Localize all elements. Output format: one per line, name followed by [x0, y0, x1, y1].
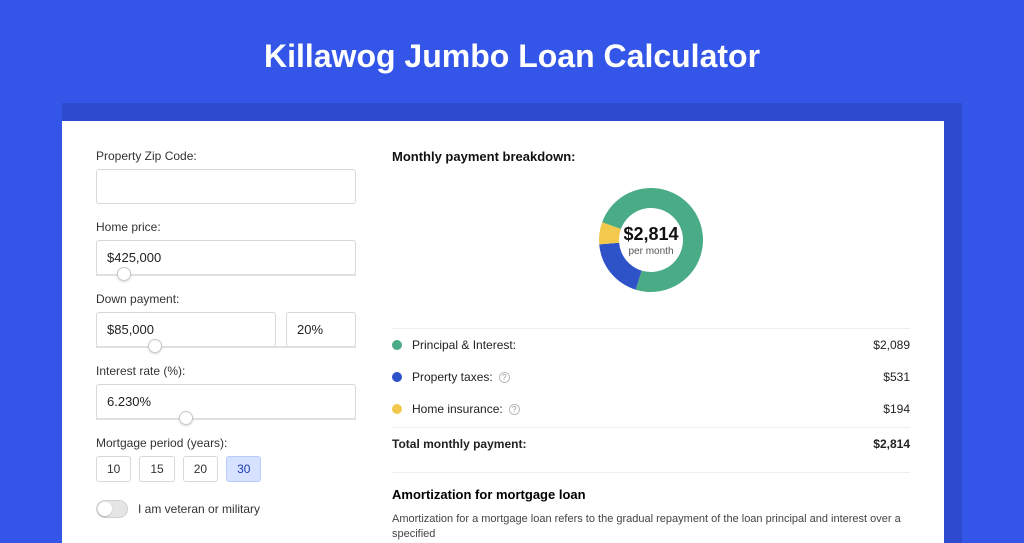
slider-thumb[interactable] — [148, 339, 162, 353]
home-price-slider[interactable] — [96, 274, 356, 276]
breakdown-value: $531 — [883, 370, 910, 384]
breakdown-row: Principal & Interest:$2,089 — [392, 329, 910, 361]
label-home-price: Home price: — [96, 220, 356, 234]
period-button-10[interactable]: 10 — [96, 456, 131, 482]
period-button-20[interactable]: 20 — [183, 456, 218, 482]
breakdown-label: Property taxes:? — [412, 370, 883, 384]
slider-thumb[interactable] — [117, 267, 131, 281]
donut-amount: $2,814 — [623, 224, 678, 244]
field-period: Mortgage period (years): 10 15 20 30 — [96, 436, 356, 482]
info-icon[interactable]: ? — [509, 404, 520, 415]
breakdown-label: Home insurance:? — [412, 402, 883, 416]
period-button-15[interactable]: 15 — [139, 456, 174, 482]
breakdown-total-row: Total monthly payment:$2,814 — [392, 427, 910, 460]
legend-dot — [392, 372, 402, 382]
interest-slider[interactable] — [96, 418, 356, 420]
breakdown-label: Principal & Interest: — [412, 338, 873, 352]
breakdown-list: Principal & Interest:$2,089Property taxe… — [392, 328, 910, 460]
amortization-section: Amortization for mortgage loan Amortizat… — [392, 472, 910, 543]
toggle-knob — [98, 502, 112, 516]
legend-dot — [392, 404, 402, 414]
donut-svg: $2,814 per month — [579, 178, 723, 302]
down-payment-slider[interactable] — [96, 346, 356, 348]
down-payment-input[interactable] — [96, 312, 276, 347]
zip-input[interactable] — [96, 169, 356, 204]
breakdown-value: $2,089 — [873, 338, 910, 352]
label-period: Mortgage period (years): — [96, 436, 356, 450]
interest-input[interactable] — [96, 384, 356, 419]
veteran-label: I am veteran or military — [138, 502, 260, 516]
down-payment-pct-input[interactable] — [286, 312, 356, 347]
label-down-payment: Down payment: — [96, 292, 356, 306]
panel-band: Property Zip Code: Home price: Down paym… — [62, 103, 962, 543]
breakdown-value: $194 — [883, 402, 910, 416]
field-down-payment: Down payment: — [96, 292, 356, 348]
label-interest: Interest rate (%): — [96, 364, 356, 378]
field-home-price: Home price: — [96, 220, 356, 276]
legend-dot — [392, 340, 402, 350]
period-options: 10 15 20 30 — [96, 456, 356, 482]
slider-thumb[interactable] — [179, 411, 193, 425]
page-title: Killawog Jumbo Loan Calculator — [0, 38, 1024, 75]
home-price-input[interactable] — [96, 240, 356, 275]
page-header: Killawog Jumbo Loan Calculator — [0, 0, 1024, 103]
form-column: Property Zip Code: Home price: Down paym… — [96, 149, 356, 543]
donut-chart: $2,814 per month — [392, 178, 910, 302]
info-icon[interactable]: ? — [499, 372, 510, 383]
period-button-30[interactable]: 30 — [226, 456, 261, 482]
total-value: $2,814 — [873, 437, 910, 451]
breakdown-title: Monthly payment breakdown: — [392, 149, 910, 164]
label-zip: Property Zip Code: — [96, 149, 356, 163]
amortization-text: Amortization for a mortgage loan refers … — [392, 512, 910, 543]
veteran-toggle[interactable] — [96, 500, 128, 518]
amortization-title: Amortization for mortgage loan — [392, 487, 910, 502]
field-zip: Property Zip Code: — [96, 149, 356, 204]
total-label: Total monthly payment: — [392, 437, 873, 451]
donut-sub: per month — [628, 246, 673, 257]
field-interest: Interest rate (%): — [96, 364, 356, 420]
breakdown-row: Property taxes:?$531 — [392, 361, 910, 393]
veteran-row: I am veteran or military — [96, 500, 356, 518]
calculator-panel: Property Zip Code: Home price: Down paym… — [62, 121, 944, 543]
breakdown-column: Monthly payment breakdown: $2,814 per mo… — [392, 149, 910, 543]
breakdown-row: Home insurance:?$194 — [392, 393, 910, 425]
